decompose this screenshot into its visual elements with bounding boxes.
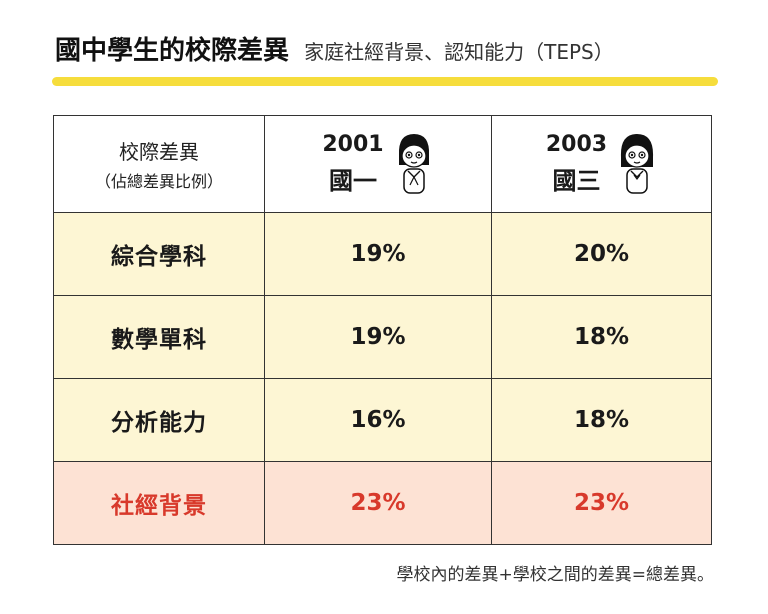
value-cell: 19% <box>264 295 492 379</box>
corner-header-cell: 校際差異 （佔總差異比例） <box>53 115 265 213</box>
table-row: 數學單科 19% 18% <box>53 295 712 379</box>
column-grade: 國一 <box>328 167 377 195</box>
page-subtitle: 家庭社經背景、認知能力（TEPS） <box>304 40 614 64</box>
corner-header-sub: （佔總差異比例） <box>94 172 223 191</box>
column-year: 2001 <box>322 132 384 157</box>
column-year: 2003 <box>545 132 608 157</box>
comparison-table: 校際差異 （佔總差異比例） 2001 國一 <box>53 115 712 545</box>
row-label: 社經背景 <box>53 461 265 545</box>
row-label: 分析能力 <box>53 378 265 462</box>
table-header-row: 校際差異 （佔總差異比例） 2001 國一 <box>53 115 712 213</box>
column-grade: 國三 <box>552 167 601 195</box>
student-girl-icon <box>398 134 429 194</box>
value-cell: 19% <box>264 212 492 296</box>
value-cell: 20% <box>491 212 712 296</box>
value-cell: 18% <box>491 295 712 379</box>
value-cell: 18% <box>491 378 712 462</box>
value-cell: 23% <box>491 461 712 545</box>
table-row-highlighted: 社經背景 23% 23% <box>53 461 712 545</box>
footnote: 學校內的差異+學校之間的差異=總差異。 <box>396 565 715 585</box>
page-title: 國中學生的校際差異 <box>55 36 290 66</box>
column-header-2003: 2003 國三 <box>491 115 712 213</box>
student-girl-icon <box>621 134 654 194</box>
row-label: 數學單科 <box>53 295 265 379</box>
value-cell: 23% <box>264 461 492 545</box>
column-header-2001: 2001 國一 <box>264 115 492 213</box>
table-row: 綜合學科 19% 20% <box>53 212 712 296</box>
row-label: 綜合學科 <box>53 212 265 296</box>
value-cell: 16% <box>264 378 492 462</box>
table-row: 分析能力 16% 18% <box>53 378 712 462</box>
corner-header-main: 校際差異 <box>119 140 199 164</box>
header: 國中學生的校際差異 家庭社經背景、認知能力（TEPS） <box>55 30 718 70</box>
title-underline-bar <box>52 77 718 86</box>
